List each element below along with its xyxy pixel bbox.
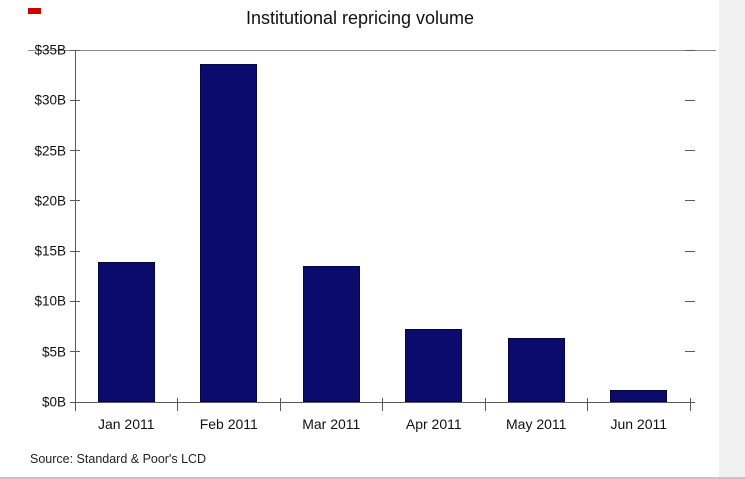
y-axis-tick-label: $35B	[34, 42, 66, 58]
y-tick-left	[70, 300, 80, 302]
y-axis-tick-label: $0B	[41, 394, 66, 410]
bar	[98, 262, 155, 402]
y-axis-tick-label: $5B	[41, 344, 66, 360]
bar	[405, 329, 462, 402]
x-axis-label: Feb 2011	[199, 416, 258, 432]
bar	[508, 338, 565, 402]
x-tick	[484, 398, 486, 411]
y-tick-right	[685, 250, 695, 252]
x-tick	[689, 398, 691, 411]
y-axis-tick-label: $25B	[34, 143, 66, 159]
bottom-edge-line	[0, 477, 745, 479]
y-axis-tick-label: $20B	[34, 193, 66, 209]
source-note: Source: Standard & Poor's LCD	[30, 452, 207, 466]
plot-top-border	[28, 50, 716, 51]
chart-title: Institutional repricing volume	[245, 8, 475, 28]
bar	[610, 390, 667, 402]
y-axis-tick-label: $10B	[34, 293, 66, 309]
y-tick-right	[685, 49, 695, 51]
y-tick-left	[70, 250, 80, 252]
y-tick-right	[685, 200, 695, 202]
y-tick-left	[70, 150, 80, 152]
y-tick-right	[685, 351, 695, 353]
y-axis-line	[75, 50, 76, 402]
right-margin-strip	[719, 0, 745, 479]
y-tick-right	[685, 99, 695, 101]
x-axis-label: Apr 2011	[405, 416, 462, 432]
red-corner-marker	[28, 8, 41, 14]
x-tick	[74, 398, 76, 411]
x-axis-label: Jun 2011	[610, 416, 668, 432]
x-tick	[177, 398, 178, 411]
y-axis-tick-label: $15B	[34, 243, 66, 259]
y-tick-left	[70, 99, 80, 101]
x-axis-label: Mar 2011	[302, 416, 361, 432]
x-tick	[587, 398, 588, 411]
x-tick	[279, 398, 281, 411]
x-axis-label: May 2011	[506, 416, 567, 432]
y-tick-left	[70, 49, 80, 51]
x-axis-label: Jan 2011	[97, 416, 155, 432]
y-tick-left	[70, 351, 80, 353]
bar	[200, 64, 257, 402]
y-tick-right	[685, 300, 695, 302]
x-tick	[382, 398, 383, 411]
bar	[303, 266, 360, 402]
y-axis-tick-label: $30B	[34, 92, 66, 108]
y-tick-right	[685, 150, 695, 152]
y-tick-left	[70, 200, 80, 202]
